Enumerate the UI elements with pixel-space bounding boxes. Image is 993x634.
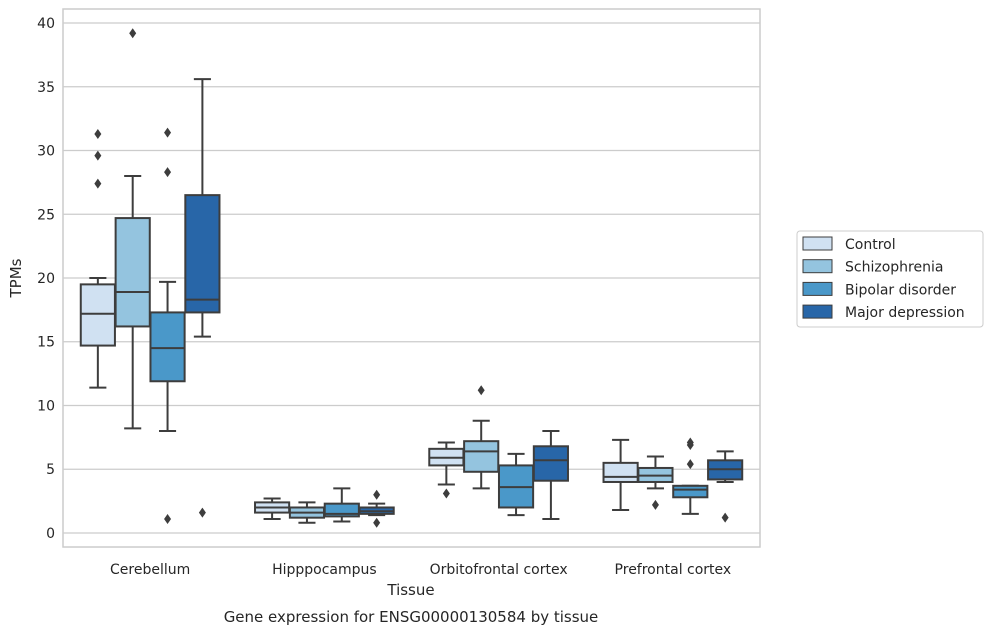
legend-swatch	[802, 304, 833, 319]
y-tick-label: 40	[37, 16, 55, 32]
legend-label: Schizophrenia	[845, 260, 943, 276]
box-bipolar-disorder	[672, 437, 709, 515]
outlier-point	[94, 178, 102, 189]
x-tick-label: Orbitofrontal cortex	[430, 562, 568, 578]
box-groups	[79, 28, 744, 528]
outlier-point	[477, 385, 485, 396]
outlier-point	[164, 127, 172, 138]
outlier-point	[94, 150, 102, 161]
box-bipolar-disorder	[497, 452, 535, 517]
outlier-point	[164, 167, 172, 178]
box-schizophrenia	[463, 385, 500, 490]
iqr-box	[532, 445, 569, 482]
box-schizophrenia	[637, 455, 674, 510]
box-major-depression	[532, 429, 569, 520]
y-tick-label: 30	[37, 144, 55, 160]
outlier-point	[373, 489, 381, 500]
chart-caption: Gene expression for ENSG00000130584 by t…	[224, 608, 599, 626]
box-major-depression	[707, 450, 744, 523]
iqr-box	[184, 194, 221, 314]
iqr-box	[79, 283, 116, 347]
legend-swatch	[802, 259, 833, 274]
outlier-point	[686, 459, 694, 470]
legend-swatch	[802, 281, 833, 296]
box-major-depression	[184, 78, 221, 518]
box-schizophrenia	[114, 28, 151, 430]
outlier-point	[94, 128, 102, 139]
box-bipolar-disorder	[149, 127, 186, 524]
iqr-box	[114, 217, 151, 328]
box-control	[79, 128, 116, 389]
y-tick-label: 0	[46, 526, 55, 542]
legend-label: Control	[845, 237, 896, 253]
y-tick-label: 20	[37, 271, 55, 287]
iqr-box	[602, 461, 639, 483]
iqr-box	[672, 484, 709, 499]
legend: Control Schizophrenia Bipolar disorder Majo…	[796, 230, 984, 328]
outlier-point	[373, 517, 381, 528]
outlier-point	[198, 507, 206, 518]
outlier-point	[651, 499, 659, 510]
legend-frame	[796, 230, 984, 328]
legend-label: Major depression	[845, 305, 965, 321]
box-major-depression	[358, 489, 395, 528]
outlier-point	[442, 488, 450, 499]
outlier-point	[686, 437, 694, 448]
x-tick-label: Hipppocampus	[272, 562, 377, 578]
x-tick-label: Prefrontal cortex	[615, 562, 732, 578]
x-tick-labels: Cerebellum Hipppocampus Orbitofrontal cort…	[110, 562, 731, 578]
iqr-box	[149, 311, 186, 383]
y-tick-label: 25	[37, 207, 55, 223]
box-control	[602, 438, 639, 512]
y-axis-label: TPMs	[7, 258, 25, 298]
y-tick-label: 15	[37, 335, 55, 351]
outlier-point	[129, 28, 137, 39]
y-tick-label: 5	[46, 462, 55, 478]
y-tick-label: 10	[37, 398, 55, 414]
outlier-point	[721, 512, 729, 523]
x-axis-label: Tissue	[386, 581, 434, 599]
legend-label: Bipolar disorder	[845, 282, 956, 298]
iqr-box	[463, 440, 500, 473]
outlier-point	[164, 513, 172, 524]
x-tick-label: Cerebellum	[110, 562, 190, 578]
legend-swatch	[802, 236, 833, 251]
y-tick-labels: 0 5 10 15 20 25 30 35 40	[37, 16, 55, 542]
y-tick-label: 35	[37, 80, 55, 96]
plot-frame	[62, 8, 761, 548]
